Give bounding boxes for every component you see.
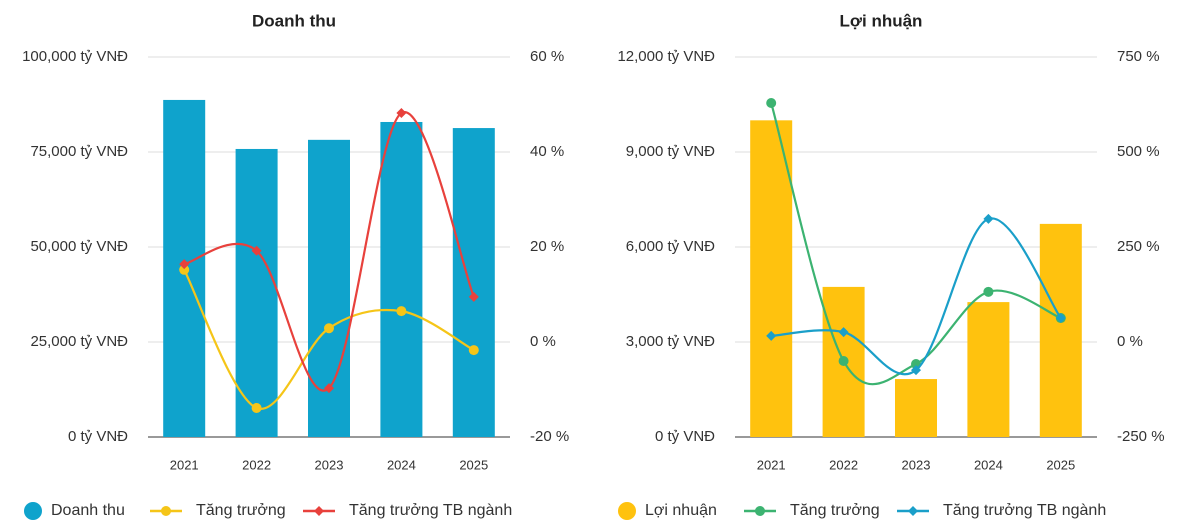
legend-marker xyxy=(161,506,171,516)
line-marker xyxy=(251,245,262,256)
y2-tick-label: 20 % xyxy=(530,238,564,255)
chart-title: Doanh thu xyxy=(252,11,336,30)
legend-label: Tăng trưởng TB ngành xyxy=(349,502,512,519)
y-tick-label: 75,000 tỷ VNĐ xyxy=(30,143,128,160)
y-tick-label: 100,000 tỷ VNĐ xyxy=(22,48,128,65)
legend-swatch xyxy=(24,502,42,520)
legend-label: Tăng trưởng xyxy=(196,502,286,519)
line xyxy=(771,217,1062,376)
line-marker xyxy=(324,383,334,394)
line-marker xyxy=(251,403,262,414)
line-marker xyxy=(911,365,921,376)
line-marker xyxy=(838,327,849,338)
y-tick-label: 0 tỷ VNĐ xyxy=(68,428,128,445)
y-tick-label: 50,000 tỷ VNĐ xyxy=(30,238,128,255)
bar xyxy=(452,128,495,437)
line-marker xyxy=(396,108,407,119)
bar xyxy=(750,120,793,437)
line-marker xyxy=(179,264,190,275)
line-marker xyxy=(1055,313,1066,324)
y2-tick-label: 0 % xyxy=(530,333,556,350)
x-tick-label: 2021 xyxy=(757,457,786,472)
y-tick-label: 9,000 tỷ VNĐ xyxy=(626,143,715,160)
legend-marker xyxy=(314,506,324,516)
x-tick-label: 2024 xyxy=(387,457,416,472)
y-tick-label: 12,000 tỷ VNĐ xyxy=(617,48,715,65)
legend-swatch xyxy=(618,502,636,520)
bar xyxy=(1039,223,1082,437)
line-marker xyxy=(983,213,994,224)
y2-tick-label: 60 % xyxy=(530,48,564,65)
y-tick-label: 6,000 tỷ VNĐ xyxy=(626,238,715,255)
y2-tick-label: 500 % xyxy=(1117,143,1160,160)
legend-label: Tăng trưởng xyxy=(790,502,880,519)
bar xyxy=(235,148,278,437)
line-marker xyxy=(983,286,994,297)
bar xyxy=(380,121,423,437)
y2-tick-label: 750 % xyxy=(1117,48,1160,65)
legend-label: Tăng trưởng TB ngành xyxy=(943,502,1106,519)
legend-marker xyxy=(755,506,765,516)
y2-tick-label: 250 % xyxy=(1117,238,1160,255)
line-marker xyxy=(179,259,190,270)
y2-tick-label: 0 % xyxy=(1117,333,1143,350)
line-marker xyxy=(324,323,334,334)
y-tick-label: 0 tỷ VNĐ xyxy=(655,428,715,445)
legend-label: Lợi nhuận xyxy=(645,502,717,519)
line-marker xyxy=(396,306,407,317)
x-tick-label: 2021 xyxy=(170,457,199,472)
y2-tick-label: 40 % xyxy=(530,143,564,160)
bar xyxy=(967,302,1010,437)
x-tick-label: 2023 xyxy=(902,457,931,472)
x-tick-label: 2023 xyxy=(315,457,344,472)
line-marker xyxy=(766,330,777,341)
chart-title: Lợi nhuận xyxy=(840,11,923,30)
y2-tick-label: -250 % xyxy=(1117,428,1165,445)
bar xyxy=(895,379,937,437)
y-tick-label: 3,000 tỷ VNĐ xyxy=(626,333,715,350)
x-tick-label: 2025 xyxy=(459,457,488,472)
y2-tick-label: -20 % xyxy=(530,428,569,445)
x-tick-label: 2025 xyxy=(1046,457,1075,472)
x-tick-label: 2022 xyxy=(829,457,858,472)
x-tick-label: 2022 xyxy=(242,457,271,472)
y-tick-label: 25,000 tỷ VNĐ xyxy=(30,333,128,350)
line-marker xyxy=(766,97,777,108)
line-marker xyxy=(838,356,849,366)
legend-marker xyxy=(908,506,918,516)
line xyxy=(183,269,475,410)
x-tick-label: 2024 xyxy=(974,457,1003,472)
line-marker xyxy=(468,345,479,356)
legend-label: Doanh thu xyxy=(51,502,125,519)
line-marker xyxy=(468,291,479,302)
